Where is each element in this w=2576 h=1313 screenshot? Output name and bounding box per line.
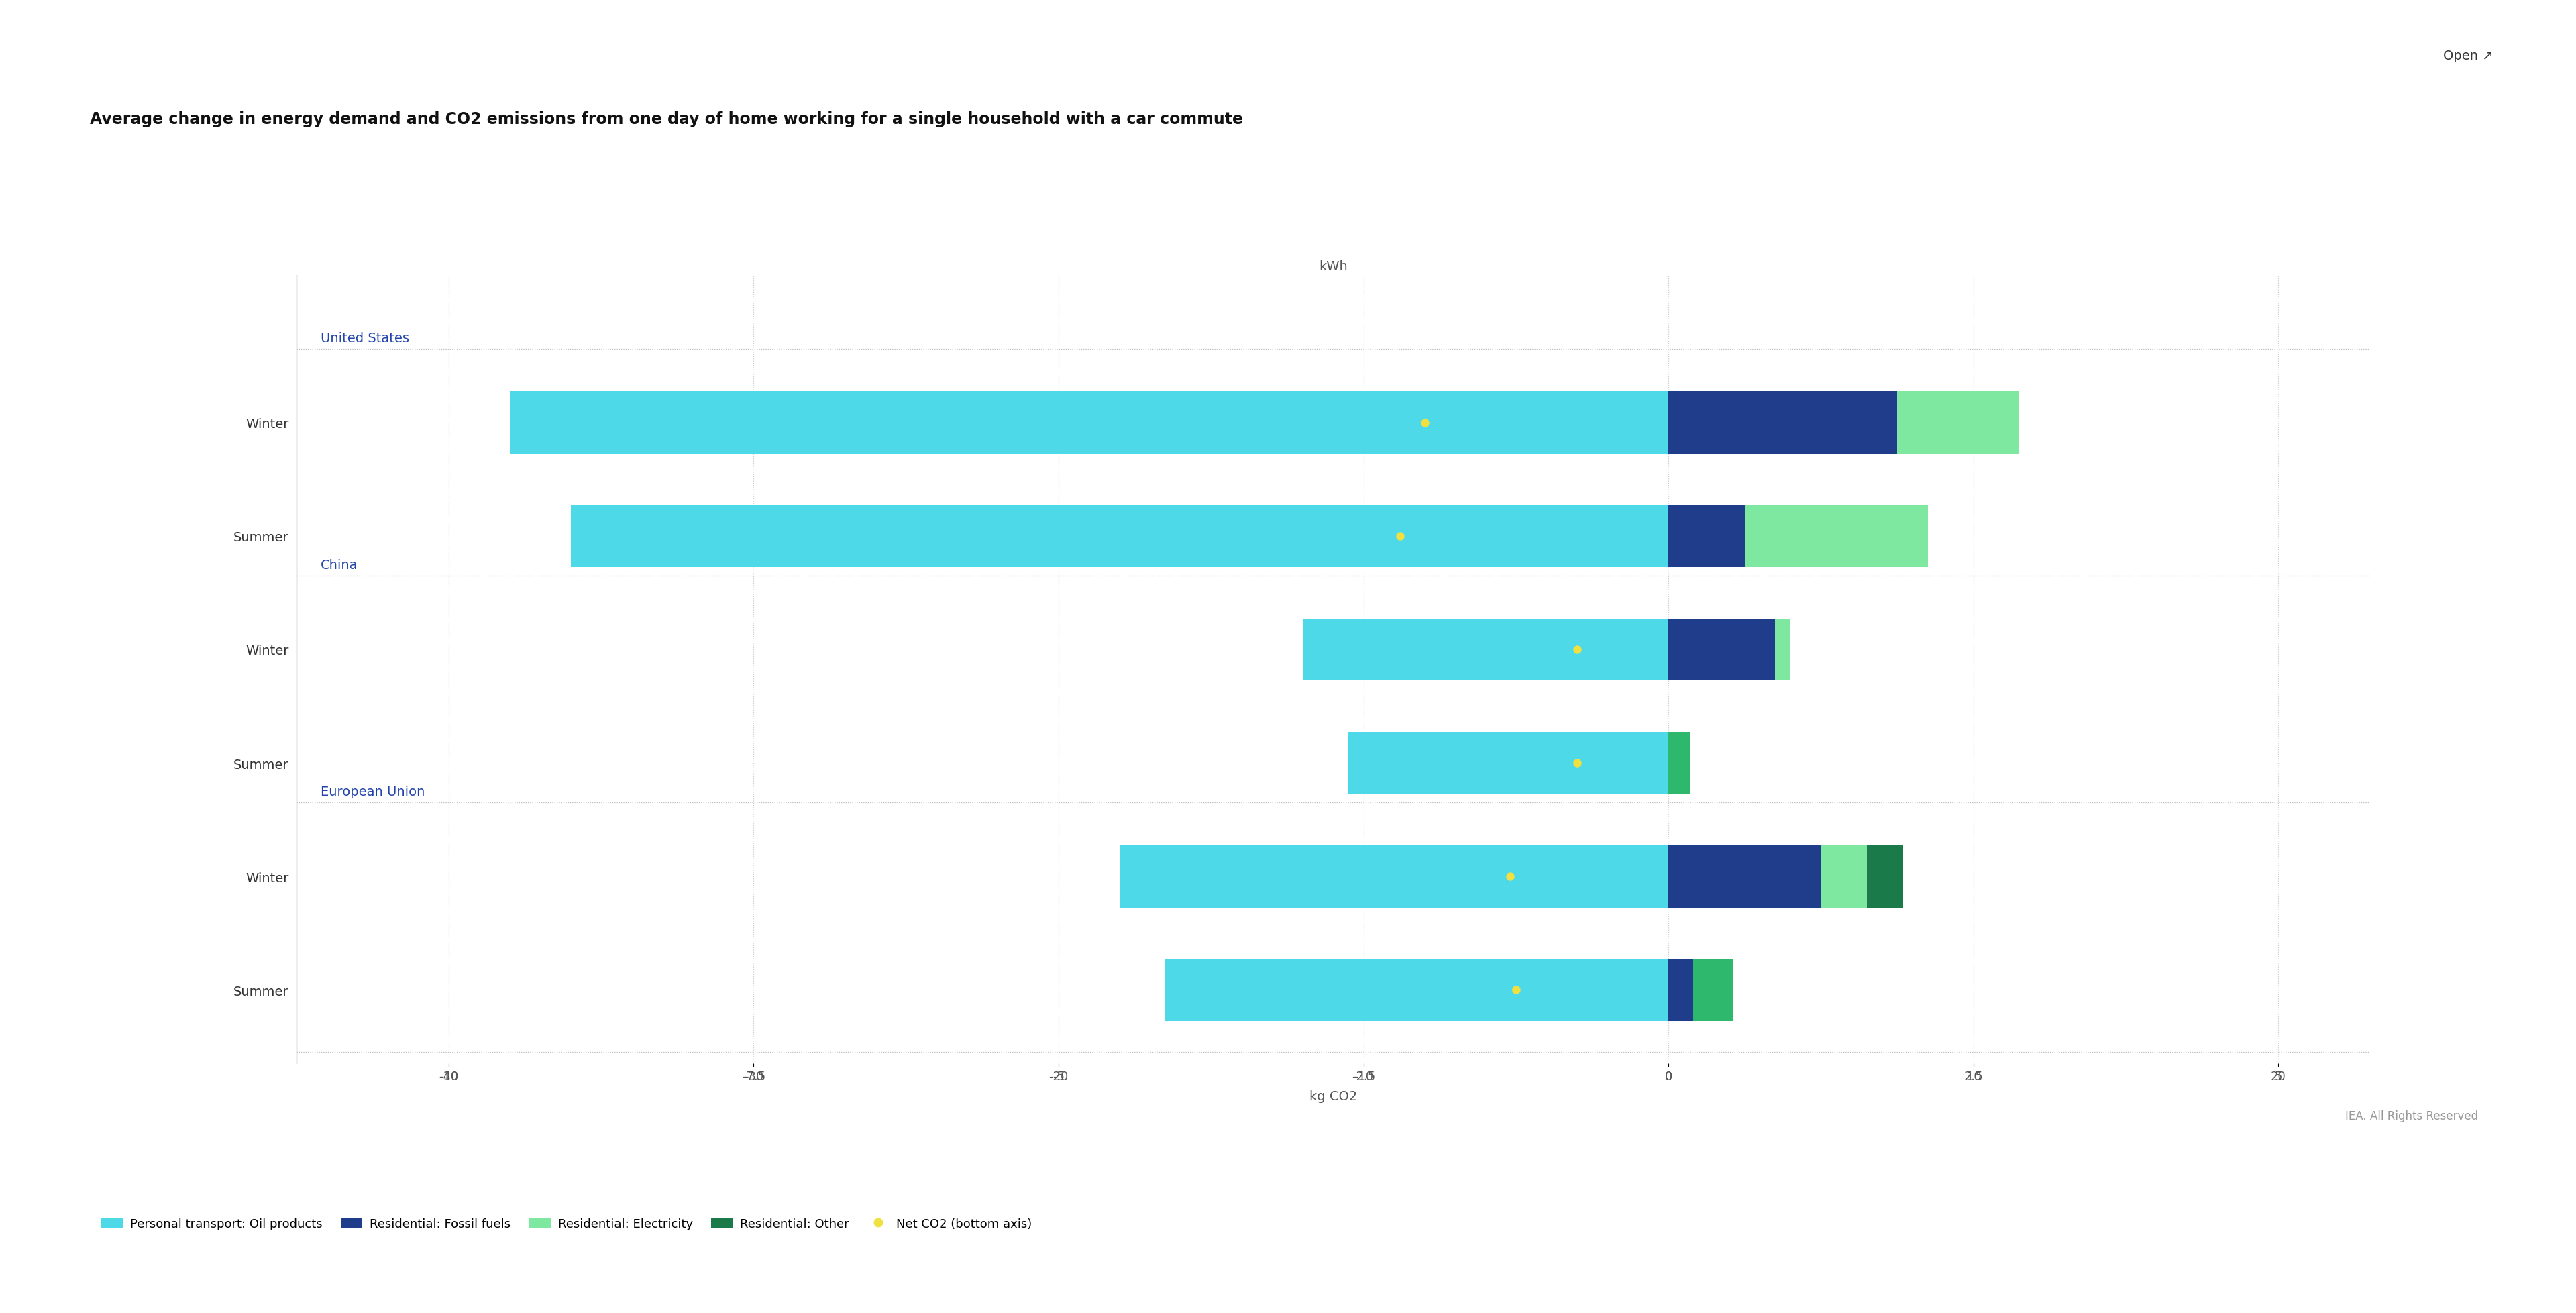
Bar xyxy=(1669,618,1775,681)
Bar xyxy=(1775,618,1790,681)
Bar xyxy=(510,391,1669,454)
Bar xyxy=(1669,506,1744,567)
Text: Average change in energy demand and CO2 emissions from one day of home working f: Average change in energy demand and CO2 … xyxy=(90,112,1244,127)
Bar xyxy=(1669,391,1899,454)
Bar xyxy=(1692,958,1734,1022)
Bar xyxy=(1347,731,1669,794)
Text: IEA. All Rights Reserved: IEA. All Rights Reserved xyxy=(2344,1109,2478,1121)
Bar xyxy=(1669,731,1690,794)
Text: European Union: European Union xyxy=(319,785,425,798)
Bar xyxy=(1899,391,2020,454)
Bar xyxy=(1121,846,1669,907)
Bar xyxy=(1669,958,1692,1022)
Text: China: China xyxy=(319,559,358,571)
Bar xyxy=(1868,846,1904,907)
X-axis label: kg CO2: kg CO2 xyxy=(1309,1090,1358,1103)
Bar xyxy=(1669,846,1821,907)
Text: Open ↗: Open ↗ xyxy=(2445,50,2494,63)
Legend: Personal transport: Oil products, Residential: Fossil fuels, Residential: Electr: Personal transport: Oil products, Reside… xyxy=(95,1213,1038,1234)
Text: United States: United States xyxy=(319,332,410,345)
Bar xyxy=(572,506,1669,567)
Bar xyxy=(1744,506,1927,567)
Bar xyxy=(1303,618,1669,681)
Bar xyxy=(1164,958,1669,1022)
Bar xyxy=(1821,846,1868,907)
X-axis label: kWh: kWh xyxy=(1319,260,1347,273)
